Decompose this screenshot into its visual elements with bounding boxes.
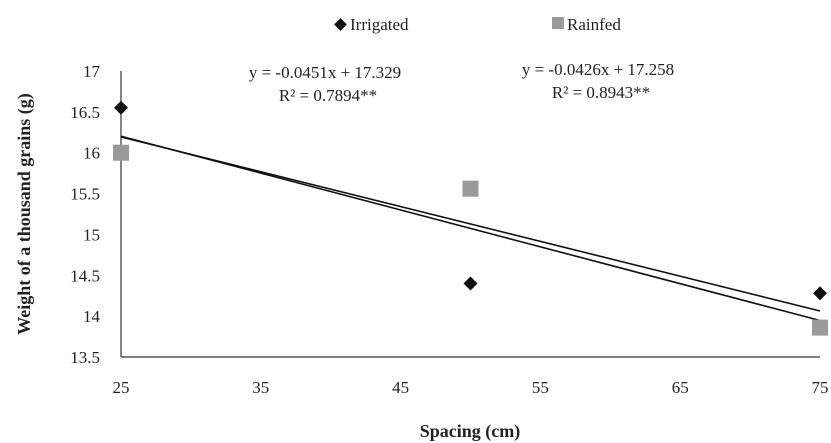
y-axis-title: Weight of a thousand grains (g) [14,93,35,335]
data-points [113,100,828,336]
y-tick-labels: 13.5 14 14.5 15 15.5 16 16.5 17 [70,62,100,367]
legend-item-rainfed: Rainfed [552,15,621,34]
point-rainfed [462,180,479,197]
point-rainfed [113,144,129,161]
x-tick-label: 25 [113,378,130,397]
axes [120,71,820,358]
x-tick-label: 35 [252,378,269,397]
y-tick-label: 16 [83,144,100,163]
x-axis-title: Spacing (cm) [420,421,521,442]
x-tick-label: 45 [392,378,409,397]
y-tick-label: 14 [83,307,101,326]
legend-label-irrigated: Irrigated [350,15,409,34]
trend-line-rainfed [120,136,821,312]
y-tick-label: 13.5 [70,348,100,367]
legend-marker-rainfed [552,17,564,29]
trend-lines [120,135,821,322]
point-irrigated [114,100,128,115]
x-tick-labels: 25 35 45 55 65 75 [113,378,829,397]
equation-rainfed: y = -0.0426x + 17.258 R² = 0.8943** [522,60,674,102]
legend-marker-irrigated [334,18,347,31]
x-tick-label: 65 [672,378,689,397]
legend: Irrigated Rainfed [334,15,621,34]
point-rainfed [812,319,828,336]
x-tick-label: 55 [532,378,549,397]
legend-label-rainfed: Rainfed [567,15,621,34]
equation-text-irrigated: y = -0.0451x + 17.329 [249,63,401,82]
y-tick-label: 15 [83,225,100,244]
point-irrigated [463,276,478,291]
trend-line-irrigated [120,135,821,322]
point-irrigated [813,286,827,301]
y-tick-label: 17 [83,62,101,81]
r2-text-rainfed: R² = 0.8943** [552,83,650,102]
x-tick-label: 75 [812,378,829,397]
y-tick-label: 14.5 [70,266,100,285]
r2-text-irrigated: R² = 0.7894** [279,86,377,105]
y-tick-label: 16.5 [70,103,100,122]
legend-item-irrigated: Irrigated [334,15,409,34]
y-tick-label: 15.5 [70,185,100,204]
equation-text-rainfed: y = -0.0426x + 17.258 [522,60,674,79]
equation-irrigated: y = -0.0451x + 17.329 R² = 0.7894** [249,63,401,105]
